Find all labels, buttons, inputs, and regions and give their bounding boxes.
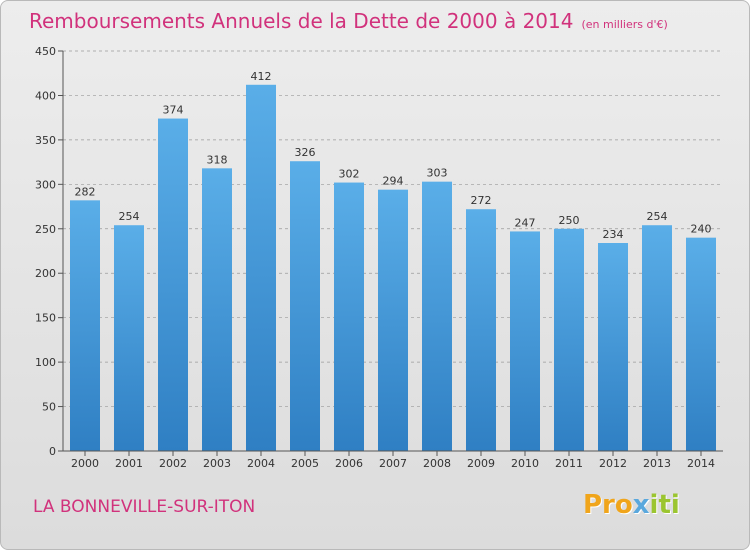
bar-value-label: 250: [559, 214, 580, 227]
x-tick-label: 2010: [511, 457, 539, 470]
bar-value-label: 247: [515, 216, 536, 229]
bars: [70, 84, 716, 452]
x-tick-label: 2002: [159, 457, 187, 470]
y-tick-label: 0: [49, 445, 56, 458]
bar-value-label: 302: [339, 168, 360, 181]
x-tick-label: 2013: [643, 457, 671, 470]
bar-value-label: 303: [427, 167, 448, 180]
bar: [114, 225, 144, 451]
bar-value-label: 234: [603, 228, 624, 241]
bar-value-label: 272: [471, 194, 492, 207]
bar-value-label: 318: [207, 153, 228, 166]
logo-part-2: x: [632, 490, 650, 520]
bar: [554, 228, 584, 451]
labels: 282 254 374 318 412 326 302 294 303 272 247 250 234 2…: [75, 70, 712, 241]
bar: [510, 231, 540, 451]
bar: [642, 225, 672, 451]
x-tick-label: 2006: [335, 457, 363, 470]
bar: [202, 168, 232, 452]
bar-value-label: 254: [647, 210, 668, 223]
bar: [158, 118, 188, 452]
bar: [246, 84, 276, 452]
bar-value-label: 240: [691, 223, 712, 236]
y-tick-label: 200: [35, 267, 56, 280]
proxiti-logo: Proxiti: [583, 490, 680, 520]
bar-value-label: 254: [119, 210, 140, 223]
chart-title: Remboursements Annuels de la Dette de 20…: [29, 9, 668, 33]
bar-value-label: 374: [163, 104, 184, 117]
bar-value-label: 294: [383, 175, 404, 188]
x-tick-label: 2011: [555, 457, 583, 470]
y-tick-label: 100: [35, 356, 56, 369]
x-tick-label: 2005: [291, 457, 319, 470]
y-tick-label: 50: [42, 401, 56, 414]
axes: 0 50 100 150 200 250 300 350 400 450 2000 2001 2002 2…: [35, 45, 723, 470]
y-tick-label: 250: [35, 223, 56, 236]
commune-name: LA BONNEVILLE-SUR-ITON: [33, 497, 256, 517]
bar: [422, 181, 452, 451]
y-tick-label: 400: [35, 89, 56, 102]
bar: [334, 182, 364, 452]
chart-unit: (en milliers d'€): [581, 18, 668, 31]
logo-part-3: iti: [649, 490, 680, 520]
x-tick-label: 2014: [687, 457, 715, 470]
y-tick-label: 450: [35, 45, 56, 58]
x-tick-label: 2012: [599, 457, 627, 470]
x-tick-label: 2000: [71, 457, 99, 470]
bar: [70, 200, 100, 451]
x-tick-label: 2009: [467, 457, 495, 470]
x-tick-label: 2001: [115, 457, 143, 470]
y-tick-label: 300: [35, 178, 56, 191]
x-tick-label: 2003: [203, 457, 231, 470]
bar: [290, 161, 320, 451]
bar: [466, 209, 496, 451]
bar: [686, 237, 716, 451]
bar-value-label: 326: [295, 146, 316, 159]
x-tick-label: 2004: [247, 457, 275, 470]
x-tick-label: 2008: [423, 457, 451, 470]
chart-title-text: Remboursements Annuels de la Dette de 20…: [29, 9, 574, 33]
y-tick-label: 150: [35, 312, 56, 325]
bar-value-label: 282: [75, 185, 96, 198]
bar: [598, 243, 628, 451]
y-tick-label: 350: [35, 134, 56, 147]
bar: [378, 189, 408, 451]
logo-part-1: Pro: [583, 490, 633, 520]
x-tick-label: 2007: [379, 457, 407, 470]
bar-value-label: 412: [251, 70, 272, 83]
